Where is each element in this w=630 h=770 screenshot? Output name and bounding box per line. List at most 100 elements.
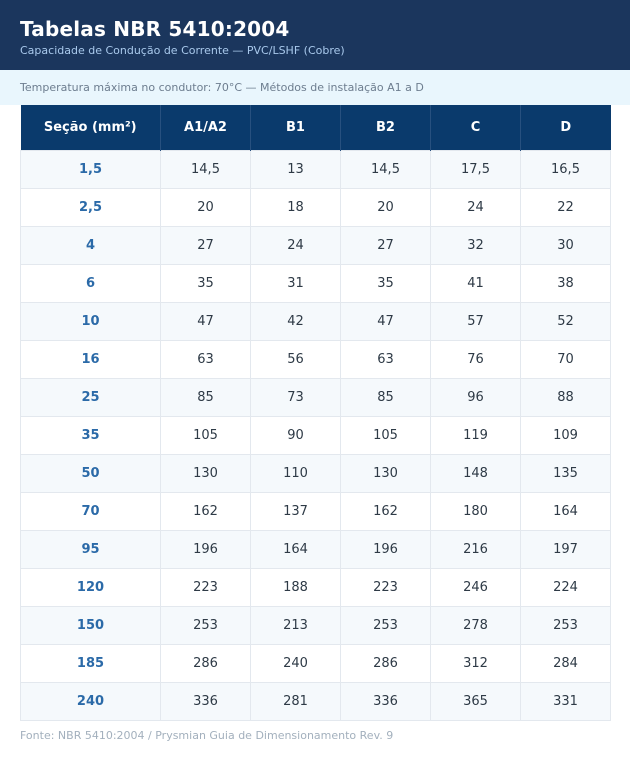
section-cell: 185: [20, 643, 161, 683]
capacity-cell: 223: [160, 567, 251, 607]
table-row: 25 85 73 85 96 88: [20, 377, 611, 417]
capacity-cell: 18: [250, 187, 341, 227]
capacity-cell: 164: [520, 491, 611, 531]
section-cell: 25: [20, 377, 161, 417]
capacity-cell: 24: [250, 225, 341, 265]
capacity-cell: 63: [340, 339, 431, 379]
table-row: 95 196 164 196 216 197: [20, 529, 611, 569]
table-row: 16 63 56 63 76 70: [20, 339, 611, 379]
section-cell: 95: [20, 529, 161, 569]
capacity-cell: 180: [430, 491, 521, 531]
capacity-cell: 85: [160, 377, 251, 417]
capacity-cell: 135: [520, 453, 611, 493]
capacity-cell: 16,5: [520, 149, 611, 189]
capacity-cell: 27: [340, 225, 431, 265]
capacity-cell: 278: [430, 605, 521, 645]
column-header-b1: B1: [250, 105, 341, 150]
capacity-cell: 17,5: [430, 149, 521, 189]
capacity-cell: 105: [160, 415, 251, 455]
capacity-cell: 196: [160, 529, 251, 569]
capacity-cell: 188: [250, 567, 341, 607]
capacity-cell: 148: [430, 453, 521, 493]
info-text: Temperatura máxima no condutor: 70°C — M…: [20, 81, 424, 94]
capacity-cell: 57: [430, 301, 521, 341]
table-body: 1,5 14,5 13 14,5 17,5 16,5 2,5 20 18 20 24 22 4 27 24 2…: [20, 149, 611, 721]
capacity-cell: 42: [250, 301, 341, 341]
capacity-cell: 109: [520, 415, 611, 455]
section-cell: 1,5: [20, 149, 161, 189]
capacity-cell: 27: [160, 225, 251, 265]
capacity-cell: 213: [250, 605, 341, 645]
column-header-c: C: [430, 105, 521, 150]
capacity-table: Seção (mm²) A1/A2 B1 B2 C D 1,5 14,5 13 14,…: [20, 105, 611, 721]
column-header-d: D: [520, 105, 611, 150]
capacity-cell: 22: [520, 187, 611, 227]
capacity-cell: 35: [160, 263, 251, 303]
capacity-cell: 31: [250, 263, 341, 303]
capacity-cell: 240: [250, 643, 341, 683]
page-subtitle: Capacidade de Condução de Corrente — PVC…: [20, 44, 345, 57]
section-cell: 120: [20, 567, 161, 607]
table-row: 35 105 90 105 119 109: [20, 415, 611, 455]
table-row: 150 253 213 253 278 253: [20, 605, 611, 645]
capacity-cell: 56: [250, 339, 341, 379]
capacity-cell: 90: [250, 415, 341, 455]
section-cell: 35: [20, 415, 161, 455]
capacity-cell: 96: [430, 377, 521, 417]
table-row: 2,5 20 18 20 24 22: [20, 187, 611, 227]
column-header-a1a2: A1/A2: [160, 105, 251, 150]
capacity-cell: 286: [160, 643, 251, 683]
capacity-cell: 331: [520, 681, 611, 721]
table-row: 120 223 188 223 246 224: [20, 567, 611, 607]
capacity-cell: 105: [340, 415, 431, 455]
capacity-cell: 130: [340, 453, 431, 493]
capacity-cell: 119: [430, 415, 521, 455]
section-cell: 240: [20, 681, 161, 721]
capacity-cell: 32: [430, 225, 521, 265]
capacity-cell: 253: [520, 605, 611, 645]
section-cell: 150: [20, 605, 161, 645]
info-bar: Temperatura máxima no condutor: 70°C — M…: [0, 70, 630, 105]
capacity-cell: 13: [250, 149, 341, 189]
capacity-cell: 246: [430, 567, 521, 607]
capacity-cell: 286: [340, 643, 431, 683]
capacity-cell: 88: [520, 377, 611, 417]
capacity-cell: 14,5: [340, 149, 431, 189]
section-cell: 16: [20, 339, 161, 379]
capacity-cell: 162: [340, 491, 431, 531]
capacity-cell: 110: [250, 453, 341, 493]
column-header-section: Seção (mm²): [20, 105, 161, 150]
page-header: Tabelas NBR 5410:2004 Capacidade de Cond…: [0, 0, 630, 70]
capacity-cell: 284: [520, 643, 611, 683]
column-header-b2: B2: [340, 105, 431, 150]
section-cell: 10: [20, 301, 161, 341]
table-row: 1,5 14,5 13 14,5 17,5 16,5: [20, 149, 611, 189]
capacity-cell: 24: [430, 187, 521, 227]
capacity-cell: 216: [430, 529, 521, 569]
capacity-cell: 41: [430, 263, 521, 303]
capacity-cell: 20: [340, 187, 431, 227]
capacity-cell: 281: [250, 681, 341, 721]
capacity-cell: 224: [520, 567, 611, 607]
page-title: Tabelas NBR 5410:2004: [20, 17, 290, 41]
capacity-cell: 38: [520, 263, 611, 303]
capacity-cell: 14,5: [160, 149, 251, 189]
capacity-cell: 336: [340, 681, 431, 721]
capacity-cell: 162: [160, 491, 251, 531]
capacity-cell: 253: [160, 605, 251, 645]
capacity-cell: 164: [250, 529, 341, 569]
capacity-cell: 197: [520, 529, 611, 569]
table-row: 50 130 110 130 148 135: [20, 453, 611, 493]
section-cell: 70: [20, 491, 161, 531]
capacity-cell: 30: [520, 225, 611, 265]
table-row: 6 35 31 35 41 38: [20, 263, 611, 303]
capacity-cell: 336: [160, 681, 251, 721]
capacity-cell: 365: [430, 681, 521, 721]
capacity-cell: 76: [430, 339, 521, 379]
capacity-cell: 47: [160, 301, 251, 341]
section-cell: 2,5: [20, 187, 161, 227]
capacity-cell: 63: [160, 339, 251, 379]
capacity-cell: 130: [160, 453, 251, 493]
table-row: 4 27 24 27 32 30: [20, 225, 611, 265]
table-row: 240 336 281 336 365 331: [20, 681, 611, 721]
